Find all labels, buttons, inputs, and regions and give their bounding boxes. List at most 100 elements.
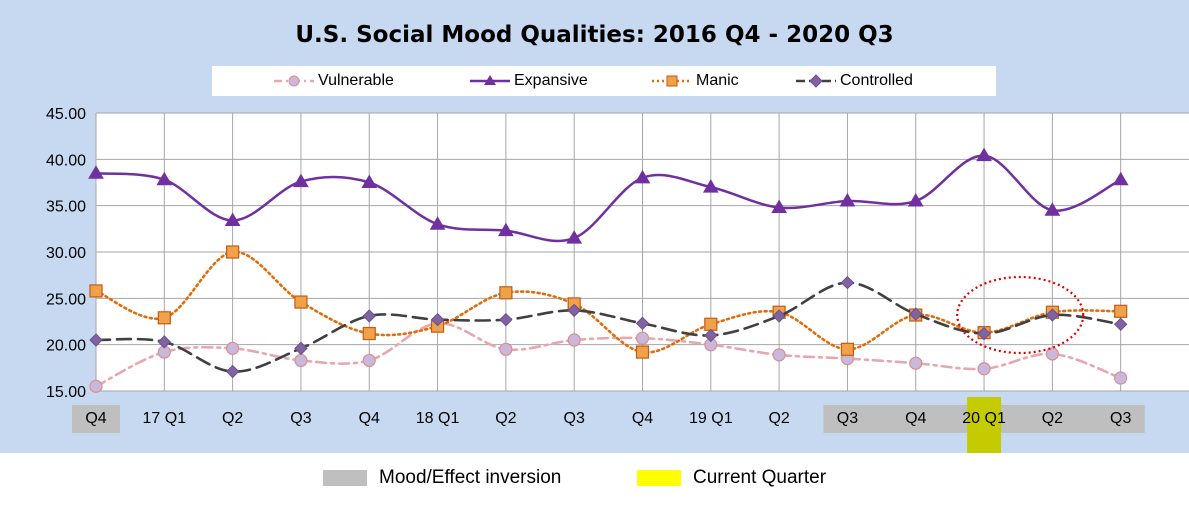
y-tick-label: 25.00: [46, 291, 86, 308]
point-expansive: [976, 147, 992, 162]
inversion-highlight: [72, 405, 120, 433]
point-controlled: [704, 328, 718, 343]
point-controlled: [225, 364, 240, 379]
point-vulnerable: [89, 379, 103, 393]
current-quarter-swatch: [637, 470, 681, 486]
chart-legend: Vulnerable Expansive Manic Controlled: [212, 66, 996, 96]
x-tick-label: Q2: [495, 410, 516, 427]
legend-item-vulnerable: Vulnerable: [272, 66, 394, 96]
series-line-expansive: [94, 154, 1122, 243]
point-vulnerable: [635, 331, 650, 345]
point-vulnerable: [772, 348, 786, 362]
current-quarter-label: Current Quarter: [693, 467, 827, 488]
legend-controlled-marker: [796, 74, 836, 88]
y-tick-label: 45.00: [46, 106, 86, 123]
point-expansive: [361, 174, 378, 188]
point-controlled: [977, 326, 991, 341]
x-tick-label: 19 Q1: [689, 410, 733, 427]
point-controlled: [89, 333, 103, 347]
series-line-vulnerable: [94, 322, 1122, 388]
point-controlled: [1045, 308, 1060, 322]
legend-label-vulnerable: Vulnerable: [318, 72, 394, 89]
legend-label-controlled: Controlled: [840, 72, 913, 89]
point-expansive: [224, 212, 241, 226]
current-quarter-highlight: [967, 397, 1002, 453]
point-vulnerable: [1114, 371, 1128, 385]
legend-label-expansive: Expansive: [514, 72, 588, 89]
inversion-label: Mood/Effect inversion: [379, 467, 562, 488]
y-tick-label: 35.00: [46, 199, 86, 216]
legend-manic-marker: [652, 75, 692, 87]
point-vulnerable: [1045, 347, 1059, 361]
legend-item-controlled: Controlled: [794, 66, 913, 96]
point-manic: [89, 284, 103, 298]
point-expansive: [293, 173, 309, 188]
y-tick-label: 40.00: [46, 152, 86, 169]
x-tick-label: Q2: [768, 410, 789, 427]
point-expansive: [1112, 171, 1129, 186]
plot-svg: 45.00 40.00 35.00 30.00 25.00 20.00 15.00 Q4 17 …: [46, 106, 1189, 453]
point-controlled: [635, 316, 650, 331]
point-manic: [499, 286, 513, 300]
point-vulnerable: [977, 362, 991, 376]
y-tick-label: 15.00: [46, 384, 86, 401]
point-expansive: [771, 199, 787, 214]
point-manic: [704, 317, 718, 331]
point-controlled: [909, 307, 923, 321]
y-tick-label: 20.00: [46, 338, 86, 355]
x-tick-label: 18 Q1: [416, 410, 460, 427]
point-controlled: [840, 275, 855, 290]
x-tick-label: Q4: [85, 410, 106, 427]
x-tick-label: Q4: [905, 410, 926, 427]
point-vulnerable: [294, 353, 308, 368]
legend-item-manic: Manic: [650, 66, 739, 96]
x-tick-label: Q3: [837, 410, 858, 427]
point-expansive: [634, 169, 651, 184]
x-tick-label: Q3: [564, 410, 585, 427]
x-tick-label: Q2: [1042, 410, 1063, 427]
footer-item-inversion: Mood/Effect inversion: [323, 467, 561, 489]
footer-item-current: Current Quarter: [637, 467, 826, 489]
point-manic: [840, 342, 855, 356]
point-vulnerable: [909, 356, 923, 370]
point-manic: [635, 345, 650, 359]
series-line-manic: [94, 250, 1122, 354]
point-manic: [226, 245, 240, 259]
point-expansive: [839, 193, 856, 207]
point-controlled: [430, 312, 445, 327]
point-controlled: [1113, 317, 1128, 331]
legend-item-expansive: Expansive: [468, 66, 588, 96]
chart-area: U.S. Social Mood Qualities: 2016 Q4 - 20…: [0, 0, 1189, 453]
point-expansive: [907, 193, 924, 207]
point-expansive: [498, 222, 514, 237]
x-tick-label: Q4: [359, 410, 380, 427]
point-expansive: [88, 165, 104, 179]
point-controlled: [362, 309, 376, 323]
point-expansive: [429, 216, 446, 230]
point-manic: [157, 311, 171, 325]
point-controlled: [499, 312, 513, 327]
point-controlled: [567, 303, 581, 318]
x-tick-label: Q3: [1110, 410, 1131, 427]
point-controlled: [157, 335, 172, 349]
series-line-controlled: [94, 281, 1122, 373]
y-tick-label: 30.00: [46, 245, 86, 262]
point-vulnerable: [499, 342, 513, 356]
x-tick-label: 20 Q1: [962, 410, 1006, 427]
point-expansive: [156, 171, 173, 186]
x-tick-label: Q2: [222, 410, 243, 427]
point-controlled: [294, 341, 308, 356]
point-expansive: [702, 179, 719, 193]
point-vulnerable: [567, 333, 581, 347]
x-tick-label: Q3: [290, 410, 311, 427]
point-vulnerable: [362, 353, 376, 368]
inversion-swatch: [323, 470, 367, 486]
footer-legend: Mood/Effect inversion Current Quarter: [0, 453, 1189, 512]
legend-expansive-marker: [470, 75, 510, 85]
legend-label-manic: Manic: [696, 72, 739, 89]
point-expansive: [566, 230, 583, 244]
chart-title: U.S. Social Mood Qualities: 2016 Q4 - 20…: [295, 22, 894, 48]
point-controlled: [772, 309, 786, 323]
point-manic: [1114, 304, 1128, 318]
x-tick-label: Q4: [632, 410, 653, 427]
